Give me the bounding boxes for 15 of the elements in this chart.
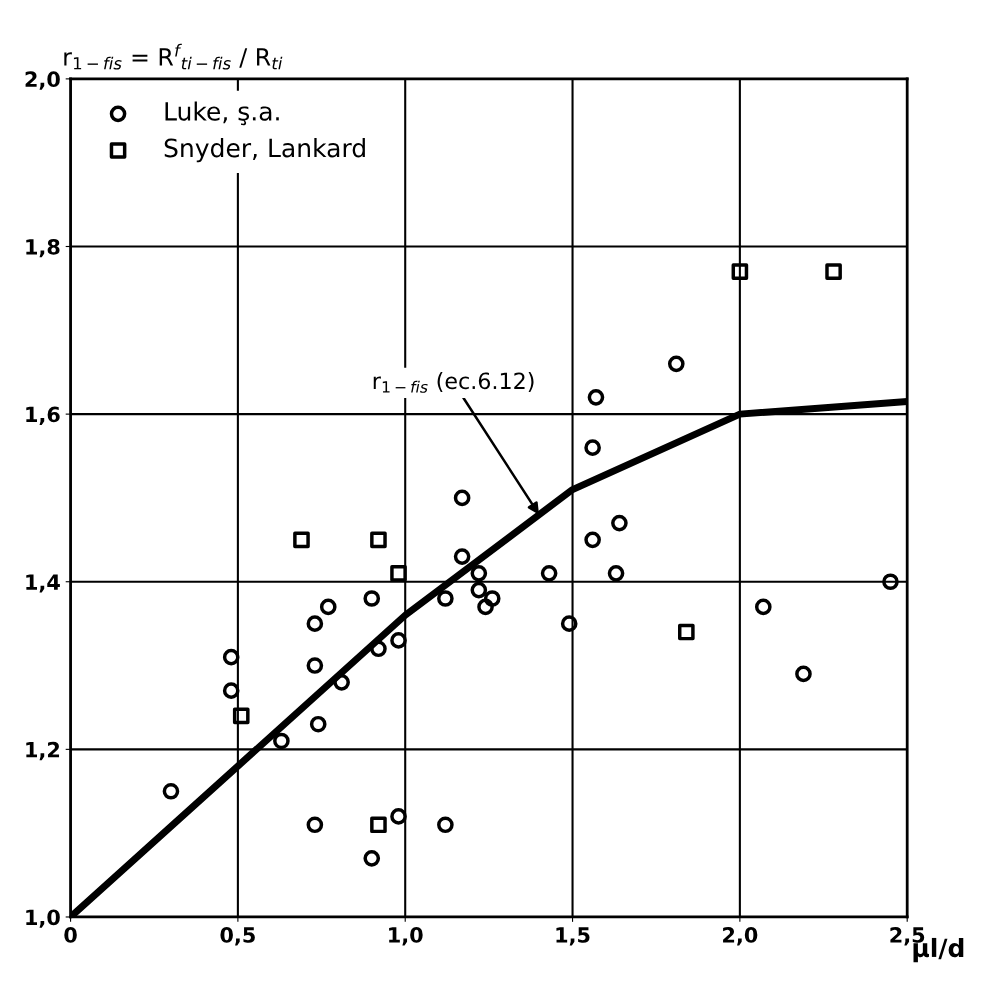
x-tick-label: 0 (64, 927, 77, 943)
x-tick-label: 2,0 (723, 927, 758, 946)
x-tick-label: 1,0 (389, 927, 423, 946)
y-tick-label: 1,8 (26, 238, 60, 258)
x-tick-label: 0,5 (220, 927, 255, 946)
y-tick-label: 1,4 (26, 574, 60, 593)
y-tick-label: 1,6 (26, 406, 60, 425)
x-tick-label: 1,5 (556, 927, 590, 946)
y-axis-title: r$_{1−fis}$ = R$^{f}$$_{ti−fis}$ / R$_{ti}$ (64, 43, 283, 70)
y-tick-label: 1,0 (26, 909, 60, 928)
y-tick-label: 2,0 (25, 71, 60, 90)
legend-label: Snyder, Lankard (164, 138, 365, 163)
y-tick-label: 1,2 (26, 741, 60, 761)
annotation: r$_{1−fis}$ (ec.6.12) (373, 372, 534, 393)
legend-label: Luke, ş.a. (165, 101, 279, 126)
